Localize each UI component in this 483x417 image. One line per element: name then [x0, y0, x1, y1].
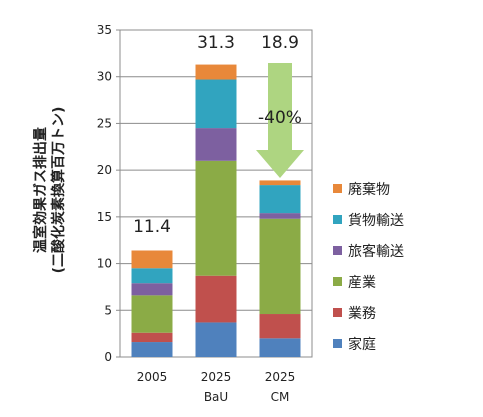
x-category-label: 2025 [265, 370, 296, 384]
y-tick-label: 0 [104, 350, 112, 364]
legend-item-label: 業務 [348, 306, 376, 322]
x-scenario-label: CM [271, 390, 290, 404]
bar-stacks: 11.4 2005 31.3 2025 BaU 18.9 2025 CM [131, 33, 301, 404]
bar-segment-3 [259, 218, 301, 315]
x-category-label: 2025 [201, 370, 232, 384]
y-tick-label: 20 [97, 163, 112, 177]
y-axis-label-line-1: 温室効果ガス排出量 [32, 127, 49, 253]
y-tick-label: 30 [97, 70, 112, 84]
bar-segment-5 [195, 79, 237, 129]
bar-total-label: 31.3 [197, 33, 235, 53]
legend-swatch [333, 277, 342, 286]
legend-swatch [333, 184, 342, 193]
bar-segment-5 [131, 268, 173, 284]
legend-item-label: 産業 [348, 275, 376, 291]
y-axis-label-line-2: (二酸化炭素換算百万トン) [50, 107, 67, 274]
bar-segment-2 [195, 275, 237, 323]
y-tick-label: 35 [97, 23, 112, 37]
y-tick-label: 15 [97, 210, 112, 224]
legend-item-label: 旅客輸送 [348, 243, 404, 260]
bar-segment-6 [131, 250, 173, 269]
x-category-label: 2005 [137, 370, 168, 384]
bar-segment-2 [131, 332, 173, 343]
y-tick-label: 5 [104, 303, 112, 317]
bar-segment-1 [195, 322, 237, 357]
legend-swatch [333, 308, 342, 317]
legend-item-label: 廃棄物 [348, 181, 390, 198]
bar-segment-6 [195, 64, 237, 80]
bar-total-label: 18.9 [261, 33, 299, 53]
x-scenario-label: BaU [204, 390, 228, 404]
reduction-annotation: -40% [256, 63, 304, 178]
bar-segment-6 [259, 180, 301, 186]
bar-segment-4 [259, 213, 301, 219]
reduction-label: -40% [258, 108, 302, 128]
bar-total-label: 11.4 [133, 217, 171, 237]
bar-segment-5 [259, 185, 301, 214]
bar-segment-1 [259, 338, 301, 357]
bar-segment-4 [195, 128, 237, 161]
y-tick-label: 10 [97, 257, 112, 271]
y-tick-label: 25 [97, 116, 112, 130]
legend-item-label: 家庭 [348, 336, 376, 353]
bar-segment-3 [195, 160, 237, 276]
legend-swatch [333, 215, 342, 224]
bar-segment-1 [131, 342, 173, 357]
reduction-arrow [256, 63, 304, 178]
legend-swatch [333, 246, 342, 255]
bar-segment-3 [131, 295, 173, 333]
bar-segment-4 [131, 283, 173, 296]
bar-segment-2 [259, 314, 301, 339]
legend-item-label: 貨物輸送 [348, 212, 404, 229]
legend-swatch [333, 339, 342, 348]
